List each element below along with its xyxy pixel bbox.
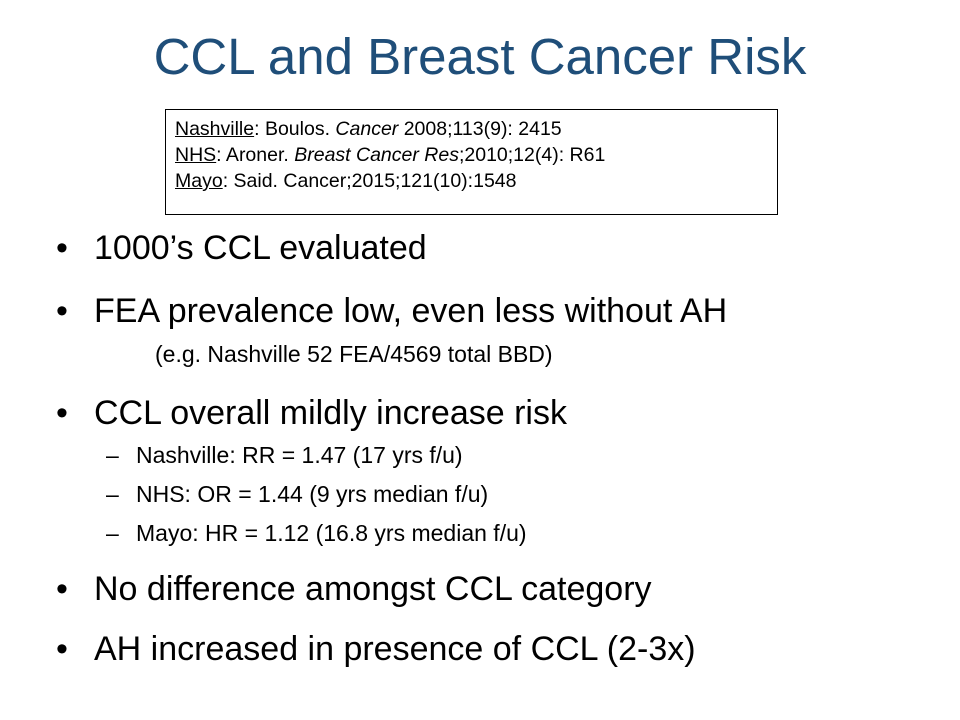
bullet-item: • AH increased in presence of CCL (2-3x) <box>56 628 696 670</box>
reference-site: NHS <box>175 144 217 166</box>
reference-journal: Cancer <box>335 118 399 140</box>
bullet-glyph: • <box>56 570 68 608</box>
bullet-glyph: • <box>56 229 68 267</box>
reference-detail: : Said. Cancer;2015;121(10):1548 <box>222 170 517 192</box>
bullet-note: (e.g. Nashville 52 FEA/4569 total BBD) <box>155 341 553 367</box>
dash-glyph: – <box>106 520 119 546</box>
reference-detail: 2008;113(9): 2415 <box>398 118 562 140</box>
bullet-text: No difference amongst CCL category <box>94 570 652 608</box>
reference-site: Mayo <box>175 170 223 192</box>
bullet-glyph: • <box>56 394 68 432</box>
bullet-item: • No difference amongst CCL category <box>56 568 652 610</box>
reference-site: Nashville <box>175 118 255 140</box>
bullet-glyph: • <box>56 630 68 668</box>
bullet-glyph: • <box>56 292 68 330</box>
bullet-text: AH increased in presence of CCL (2-3x) <box>94 630 696 668</box>
reference-mayo: Mayo: Said. Cancer;2015;121(10):1548 <box>175 168 777 194</box>
bullet-item: • FEA prevalence low, even less without A… <box>56 290 727 332</box>
sub-item: – NHS: OR = 1.44 (9 yrs median f/u) <box>106 479 488 509</box>
reference-author: : Boulos. <box>254 118 336 140</box>
dash-glyph: – <box>106 481 119 507</box>
bullet-text: CCL overall mildly increase risk <box>94 394 567 432</box>
reference-author: : Aroner. <box>216 144 295 166</box>
reference-detail: ;2010;12(4): R61 <box>458 144 606 166</box>
bullet-text: 1000’s CCL evaluated <box>94 229 427 267</box>
sub-item-text: NHS: OR = 1.44 (9 yrs median f/u) <box>136 481 489 507</box>
bullet-text: FEA prevalence low, even less without AH <box>94 292 728 330</box>
sub-item: – Nashville: RR = 1.47 (17 yrs f/u) <box>106 440 463 470</box>
sub-item-text: Mayo: HR = 1.12 (16.8 yrs median f/u) <box>136 520 527 546</box>
sub-item-text: Nashville: RR = 1.47 (17 yrs f/u) <box>136 442 463 468</box>
dash-glyph: – <box>106 442 119 468</box>
bullet-item: • 1000’s CCL evaluated <box>56 227 427 269</box>
references-box: Nashville: Boulos. Cancer 2008;113(9): 2… <box>165 109 778 215</box>
reference-journal: Breast Cancer Res <box>294 144 459 166</box>
reference-nhs: NHS: Aroner. Breast Cancer Res;2010;12(4… <box>175 142 777 168</box>
sub-item: – Mayo: HR = 1.12 (16.8 yrs median f/u) <box>106 518 527 548</box>
reference-nashville: Nashville: Boulos. Cancer 2008;113(9): 2… <box>175 116 777 142</box>
bullet-item: • CCL overall mildly increase risk <box>56 392 567 434</box>
slide-title: CCL and Breast Cancer Risk <box>153 28 807 85</box>
